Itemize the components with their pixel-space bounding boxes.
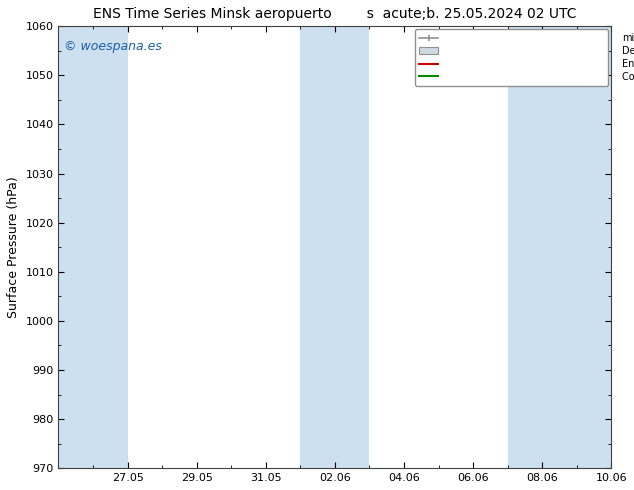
Bar <box>508 26 577 468</box>
Bar <box>301 26 370 468</box>
Legend: min/max, Desviaci  acute;n est  acute;ndar, Ensemble mean run, Controll run: min/max, Desviaci acute;n est acute;ndar… <box>415 29 609 86</box>
Bar <box>577 26 611 468</box>
Text: © woespana.es: © woespana.es <box>64 40 162 52</box>
Y-axis label: Surface Pressure (hPa): Surface Pressure (hPa) <box>7 176 20 318</box>
Bar <box>58 26 127 468</box>
Title: ENS Time Series Minsk aeropuerto        s  acute;b. 25.05.2024 02 UTC: ENS Time Series Minsk aeropuerto s acute… <box>93 7 576 21</box>
